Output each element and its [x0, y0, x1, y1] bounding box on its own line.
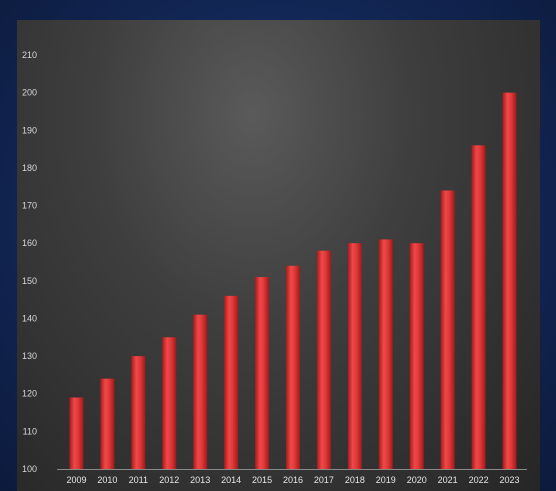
x-tick-label: 2013 [190, 475, 210, 485]
y-tick-label: 170 [22, 201, 37, 211]
x-tick-label: 2014 [221, 475, 241, 485]
x-tick-label: 2020 [407, 475, 427, 485]
bar-2023 [502, 92, 517, 470]
y-tick-label: 150 [22, 276, 37, 286]
bar-chart: 100 110 120 130 140 150 160 170 180 190 200 210 200… [22, 50, 527, 485]
x-axis: 2009 2010 2011 2012 2013 2014 2015 2016 2017 2018… [66, 475, 519, 485]
bar-2013 [193, 314, 208, 469]
y-tick-label: 180 [22, 163, 37, 173]
x-tick-label: 2023 [500, 475, 520, 485]
bar-2015 [255, 277, 270, 469]
y-tick-label: 160 [22, 238, 37, 248]
x-tick-label: 2019 [376, 475, 396, 485]
bar-2018 [347, 243, 362, 469]
bar-2020 [409, 243, 424, 469]
y-tick-label: 140 [22, 313, 37, 323]
y-tick-label: 190 [22, 125, 37, 135]
x-tick-label: 2016 [283, 475, 303, 485]
x-tick-label: 2009 [66, 475, 86, 485]
y-tick-label: 100 [22, 464, 37, 474]
x-tick-label: 2012 [159, 475, 179, 485]
bars [69, 92, 517, 470]
x-tick-label: 2010 [97, 475, 117, 485]
bar-2022 [471, 145, 486, 469]
x-tick-label: 2021 [438, 475, 458, 485]
bar-2014 [224, 295, 239, 469]
bar-2021 [440, 190, 455, 469]
y-tick-label: 210 [22, 50, 37, 60]
bar-2017 [316, 250, 331, 469]
chart-panel: 100 110 120 130 140 150 160 170 180 190 200 210 200… [17, 20, 540, 491]
x-tick-label: 2015 [252, 475, 272, 485]
bar-2009 [69, 397, 84, 469]
bar-2011 [131, 356, 146, 469]
x-tick-label: 2011 [129, 475, 148, 485]
x-tick-label: 2022 [469, 475, 489, 485]
bar-2016 [286, 265, 300, 469]
x-tick-label: 2018 [345, 475, 365, 485]
bar-2019 [378, 239, 393, 469]
y-axis: 100 110 120 130 140 150 160 170 180 190 200 210 [22, 50, 37, 474]
y-tick-label: 110 [23, 426, 37, 436]
y-tick-label: 120 [22, 389, 37, 399]
x-tick-label: 2017 [314, 475, 334, 485]
bar-2012 [162, 337, 177, 469]
y-tick-label: 130 [22, 351, 37, 361]
bar-2010 [100, 378, 115, 469]
y-tick-label: 200 [22, 88, 37, 98]
